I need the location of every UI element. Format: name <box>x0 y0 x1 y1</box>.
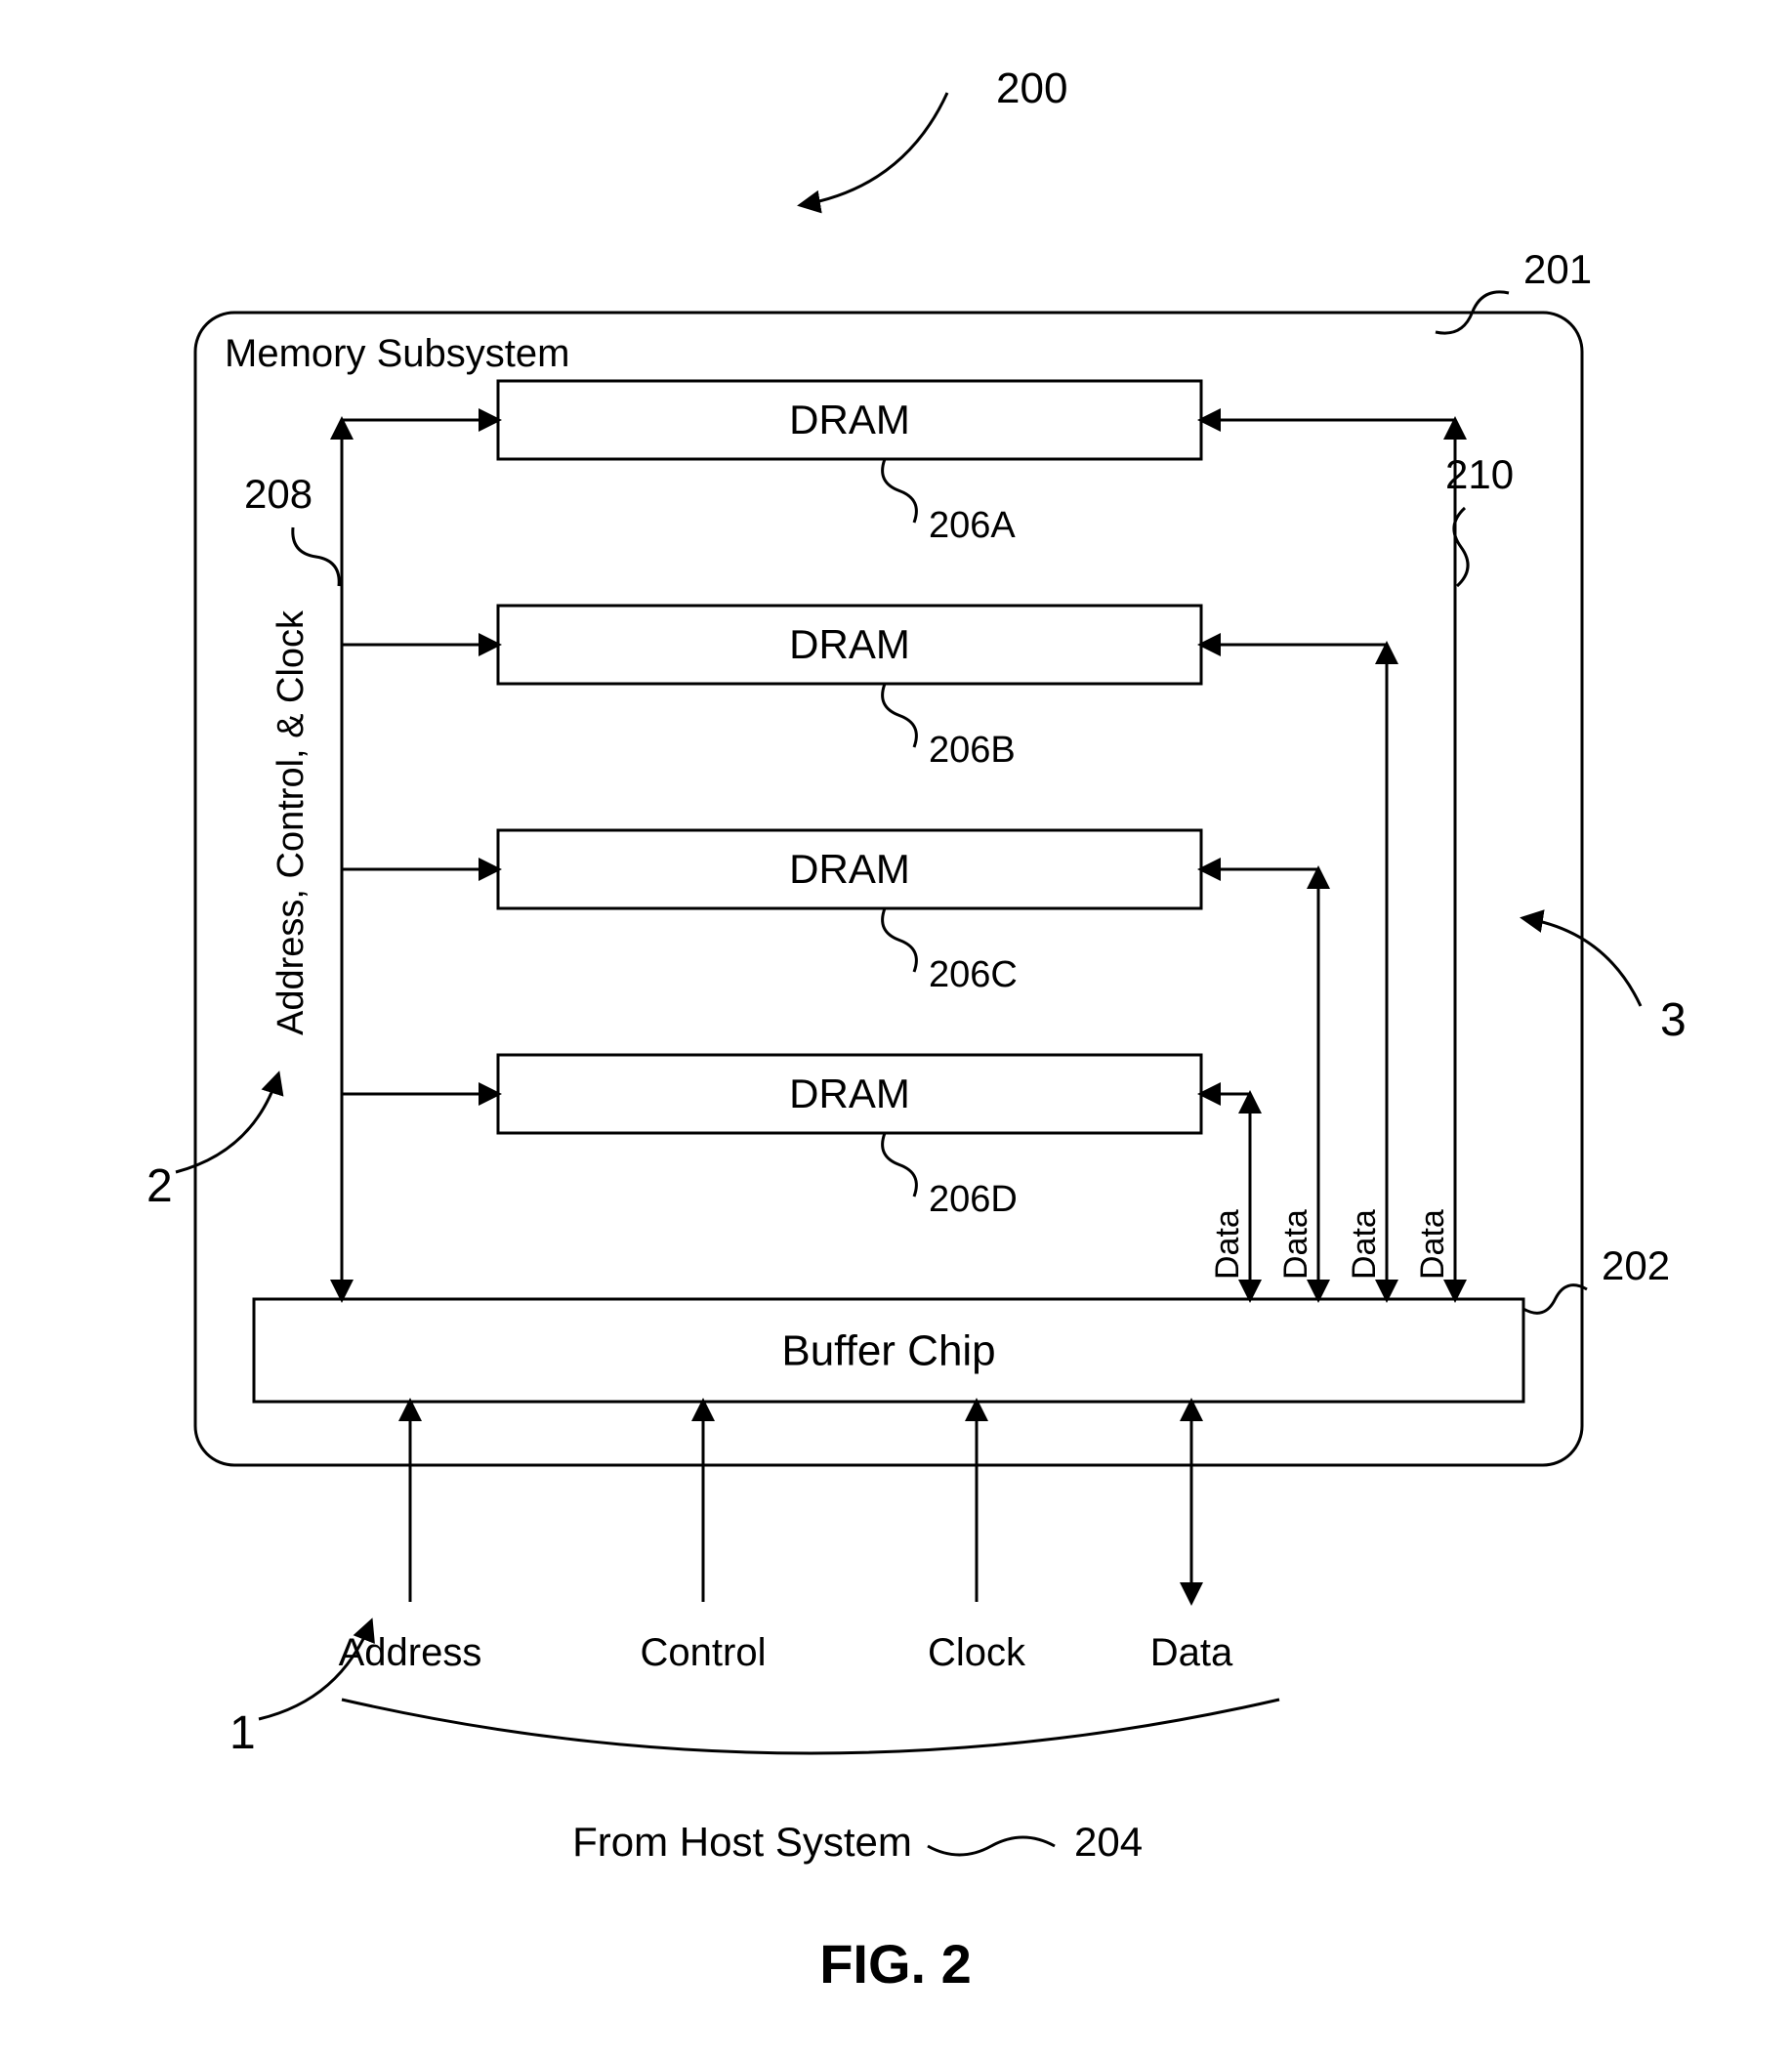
ref-204: 204 <box>1074 1819 1143 1865</box>
ref-201: 201 <box>1523 246 1592 292</box>
ref-206B: 206B <box>929 730 1016 771</box>
ref-206A: 206A <box>929 505 1016 546</box>
callout-2: 2 <box>146 1160 173 1212</box>
data-bus-label: Data <box>1277 1209 1314 1280</box>
dram-label: DRAM <box>789 846 910 892</box>
ref-200: 200 <box>996 64 1067 112</box>
data-bus-label: Data <box>1209 1209 1246 1280</box>
callout-3: 3 <box>1660 994 1687 1046</box>
dram-label: DRAM <box>789 397 910 442</box>
host-input-label: Data <box>1150 1631 1233 1674</box>
from-host-label: From Host System <box>572 1819 912 1865</box>
host-brace <box>342 1700 1279 1753</box>
ref-202: 202 <box>1602 1242 1670 1288</box>
host-input-label: Control <box>641 1631 767 1674</box>
host-input-label: Clock <box>928 1631 1026 1674</box>
callout-1: 1 <box>229 1707 256 1759</box>
data-bus-label: Data <box>1346 1209 1383 1280</box>
ref-206D: 206D <box>929 1179 1018 1220</box>
memory-subsystem-title: Memory Subsystem <box>225 332 569 375</box>
ref-206C: 206C <box>929 954 1018 995</box>
dram-label: DRAM <box>789 1071 910 1116</box>
figure-caption: FIG. 2 <box>819 1933 972 1995</box>
ref-210: 210 <box>1445 451 1514 497</box>
ref-208: 208 <box>244 471 313 517</box>
host-input-label: Address <box>339 1631 482 1674</box>
addr-ctrl-clk-label: Address, Control, & Clock <box>271 609 312 1035</box>
dram-label: DRAM <box>789 621 910 667</box>
buffer-chip-label: Buffer Chip <box>781 1327 995 1375</box>
data-bus-label: Data <box>1414 1209 1451 1280</box>
